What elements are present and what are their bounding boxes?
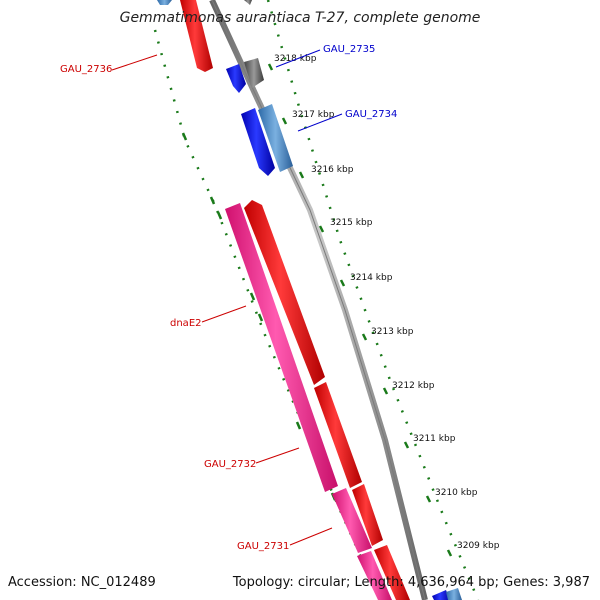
tick-label: 3212 kbp — [392, 381, 435, 391]
genome-backbone — [209, 0, 428, 600]
gene-label-gau-2731[interactable]: GAU_2731 — [237, 541, 289, 552]
gene-gau-2734-lightblue[interactable] — [258, 104, 293, 172]
tick-label: 3211 kbp — [413, 434, 456, 444]
gene-label-gau-2732[interactable]: GAU_2732 — [204, 459, 256, 470]
gene-blue-bottom[interactable] — [432, 590, 450, 600]
gene-pink-bottom[interactable] — [357, 551, 392, 600]
tick-label: 3213 kbp — [371, 327, 414, 337]
gene-label-leaders — [111, 49, 343, 546]
gene-label-dnae2[interactable]: dnaE2 — [170, 318, 202, 329]
accession-text: Accession: NC_012489 — [8, 575, 156, 590]
inner-tick-marks — [267, 63, 453, 557]
gene-label-gau-2736[interactable]: GAU_2736 — [60, 64, 112, 75]
gene-red-bottom[interactable] — [374, 545, 410, 600]
tick-label: 3216 kbp — [311, 165, 354, 175]
tick-label: 3217 kbp — [292, 110, 335, 120]
gene-gau-2732[interactable] — [314, 382, 362, 488]
tick-label: 3214 kbp — [350, 273, 393, 283]
gene-gau-2731[interactable] — [352, 484, 383, 546]
tick-labels: 3218 kbp 3217 kbp 3216 kbp 3215 kbp 3214… — [274, 54, 500, 551]
gene-gau-2735-blue[interactable] — [226, 64, 246, 93]
gene-pink-lower[interactable] — [332, 488, 372, 553]
gene-lightblue-bottom[interactable] — [446, 588, 462, 600]
gene-pink-long[interactable] — [225, 203, 338, 492]
gene-light-blue-top[interactable] — [157, 0, 172, 5]
gene-gau-2734-blue[interactable] — [241, 108, 275, 176]
gene-gau-2736[interactable] — [180, 0, 213, 72]
tick-label: 3209 kbp — [457, 541, 500, 551]
gene-label-gau-2734[interactable]: GAU_2734 — [345, 109, 397, 120]
outer-tick-track — [153, 29, 382, 600]
gene-grey-top[interactable] — [244, 0, 252, 5]
topology-text: Topology: circular; Length: 4,636,964 bp… — [232, 575, 590, 590]
gene-label-gau-2735[interactable]: GAU_2735 — [323, 44, 375, 55]
gene-gau-2735-grey[interactable] — [244, 58, 264, 88]
gene-labels: GAU_2735 GAU_2734 GAU_2736 dnaE2 GAU_273… — [60, 44, 397, 552]
tick-label: 3215 kbp — [330, 218, 373, 228]
tick-label: 3210 kbp — [435, 488, 478, 498]
inner-tick-track — [266, 0, 480, 600]
gene-dnae2[interactable] — [244, 200, 325, 385]
map-title: Gemmatimonas aurantiaca T-27, complete g… — [119, 10, 481, 26]
